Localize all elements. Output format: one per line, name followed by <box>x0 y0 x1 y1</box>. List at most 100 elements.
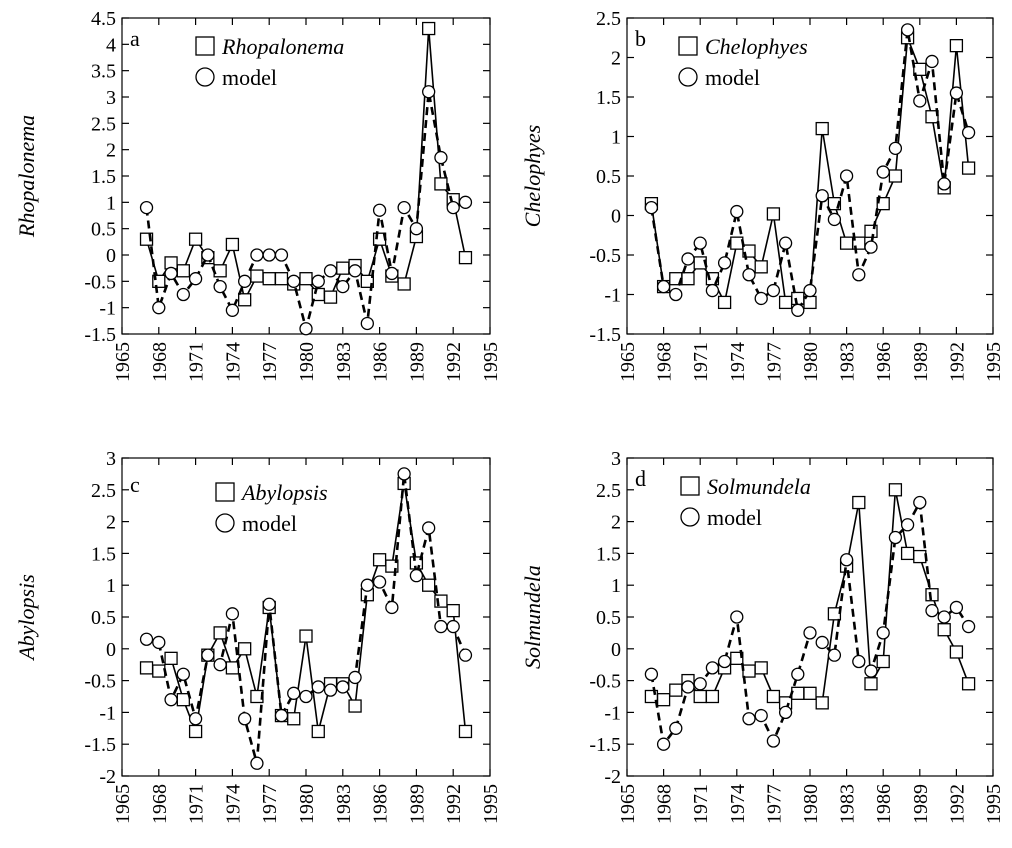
data-point-circle <box>815 189 829 203</box>
data-point-circle <box>238 274 252 288</box>
y-tick-label: 3 <box>106 448 116 470</box>
series-model <box>139 85 473 336</box>
x-tick-label: 1989 <box>406 342 428 382</box>
y-tick-label: 1.5 <box>596 543 621 565</box>
x-tick-label: 1995 <box>480 342 502 382</box>
data-point-circle <box>876 626 890 640</box>
data-point-circle <box>323 264 338 278</box>
data-point-circle <box>742 712 756 726</box>
x-tick-label: 1992 <box>443 342 465 382</box>
data-point-circle <box>730 204 744 219</box>
y-tick-label: 1.5 <box>91 166 116 188</box>
data-point-circle <box>693 677 707 691</box>
data-point-circle <box>458 648 473 662</box>
x-tick-label: 1980 <box>800 342 822 382</box>
data-point-circle <box>839 169 854 183</box>
legend-label: Chelophyes <box>705 34 808 59</box>
y-tick-label: -1 <box>604 702 621 724</box>
data-point-circle <box>299 689 313 704</box>
y-tick-label: 2 <box>611 512 621 534</box>
legend-label: Solmundela <box>707 474 811 499</box>
series-model <box>644 23 976 317</box>
series-model <box>139 467 473 770</box>
data-point-circle <box>791 303 805 317</box>
x-tick-label: 1992 <box>443 784 465 824</box>
data-point-square <box>791 291 805 306</box>
legend: Solmundela model <box>680 474 811 530</box>
data-point-square <box>766 207 781 221</box>
data-point-circle <box>299 322 313 336</box>
data-point-square <box>336 261 350 275</box>
x-tick-label: 1989 <box>406 784 428 824</box>
data-point-circle <box>730 610 744 624</box>
data-point-circle <box>176 667 190 681</box>
y-tick-label: -2 <box>604 766 621 788</box>
x-tick-label: 1974 <box>222 784 244 824</box>
plot-frame <box>121 457 491 777</box>
data-point-square <box>422 21 436 36</box>
series-model <box>644 495 976 751</box>
data-point-circle <box>937 177 951 191</box>
y-tick-label: 2 <box>106 512 116 534</box>
data-point-circle <box>250 756 264 770</box>
legend-label: Rhopalonema <box>221 34 344 59</box>
panel-b: -1.5 -1 -0.5 0 0.5 1 1.5 2 2.5 1965 1968 1971 1974 19… <box>520 8 1005 382</box>
data-point-square <box>299 272 313 286</box>
data-point-circle <box>139 632 154 646</box>
data-point-square <box>213 626 227 640</box>
y-tick-label: 0.5 <box>596 166 621 188</box>
data-point-circle <box>409 222 424 236</box>
panel-a: -1.5 -1 -0.5 0 0.5 1 1.5 2 2.5 3 3.5 4 4.5 1965 1968 19… <box>14 8 502 382</box>
data-point-circle <box>201 248 215 262</box>
x-tick-label: 1986 <box>873 784 895 824</box>
data-point-circle <box>213 658 227 672</box>
series-line <box>145 28 467 303</box>
data-point-circle <box>937 610 951 624</box>
x-tick-label: 1965 <box>112 784 134 824</box>
data-point-square <box>949 645 964 659</box>
panel-letter: a <box>130 26 140 51</box>
y-axis-label: Abylopsis <box>14 574 39 662</box>
data-point-square <box>730 236 744 250</box>
data-point-circle <box>803 626 817 640</box>
y-tick-label: 1 <box>106 575 116 597</box>
data-point-square <box>864 677 878 691</box>
y-tick-label: -0.5 <box>84 671 116 693</box>
legend-label: model <box>707 505 762 530</box>
y-tick-label: 2.5 <box>596 480 621 502</box>
x-tick-label: 1986 <box>873 342 895 382</box>
legend-marker-square <box>678 36 698 56</box>
panel-letter: b <box>635 26 646 51</box>
y-tick-label: 3.5 <box>91 61 116 83</box>
data-point-square <box>164 651 178 665</box>
data-point-circle <box>949 86 964 100</box>
data-point-square <box>372 553 387 567</box>
data-point-circle <box>225 607 240 621</box>
data-point-circle <box>446 619 460 634</box>
x-tick-label: 1980 <box>800 784 822 824</box>
data-point-circle <box>705 283 720 298</box>
data-point-circle <box>372 203 387 217</box>
data-point-square <box>213 264 227 278</box>
x-tick-label: 1989 <box>910 784 932 824</box>
data-point-circle <box>742 268 756 282</box>
y-tick-label: 0.5 <box>91 219 116 241</box>
data-point-circle <box>348 264 362 278</box>
data-point-circle <box>360 578 374 592</box>
data-point-circle <box>693 236 707 250</box>
data-point-circle <box>201 648 215 662</box>
x-tick-label: 1971 <box>690 342 712 382</box>
data-point-circle <box>876 165 890 179</box>
y-tick-label: 3 <box>106 87 116 109</box>
data-point-circle <box>913 495 927 510</box>
data-point-square <box>925 110 939 124</box>
data-point-circle <box>250 248 264 262</box>
x-tick-label: 1980 <box>296 784 318 824</box>
data-point-square <box>225 661 240 675</box>
x-tick-label: 1983 <box>333 342 355 382</box>
x-tick-label: 1968 <box>654 784 676 824</box>
y-tick-label: -1 <box>99 702 116 724</box>
data-point-square <box>888 169 903 183</box>
data-point-square <box>705 689 720 704</box>
y-tick-label: 3 <box>611 448 621 470</box>
